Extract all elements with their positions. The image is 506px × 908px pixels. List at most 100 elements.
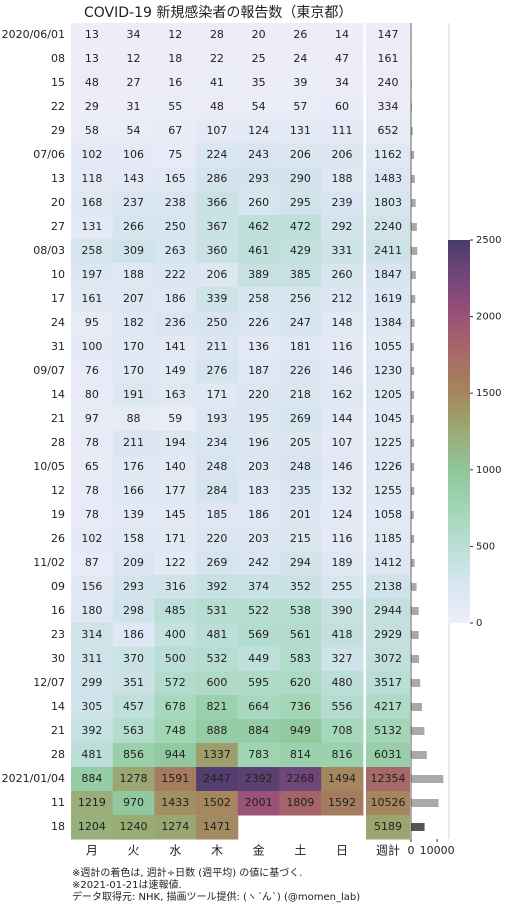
cell-label: 1278 xyxy=(120,772,148,785)
cell-label: 116 xyxy=(332,532,353,545)
heat-cell xyxy=(154,647,197,672)
cell-label: 2392 xyxy=(245,772,273,785)
total-label: 6031 xyxy=(374,748,402,761)
heat-cell xyxy=(279,119,322,144)
cell-label: 195 xyxy=(248,412,269,425)
cell-label: 186 xyxy=(248,508,269,521)
heat-cell xyxy=(279,23,322,48)
cell-label: 1494 xyxy=(328,772,356,785)
heat-cell xyxy=(237,599,280,624)
colorbar xyxy=(448,240,470,623)
cell-label: 171 xyxy=(206,388,227,401)
total-cell xyxy=(366,815,410,840)
row-label: 19 xyxy=(51,508,65,521)
cell-label: 748 xyxy=(165,724,186,737)
cell-label: 260 xyxy=(332,268,353,281)
total-label: 334 xyxy=(378,100,399,113)
heat-cell xyxy=(71,575,114,600)
cell-label: 390 xyxy=(332,604,353,617)
total-label: 4217 xyxy=(374,700,402,713)
total-bar xyxy=(411,535,415,543)
heat-cell xyxy=(321,95,364,120)
heat-cell xyxy=(237,791,280,816)
heat-cell xyxy=(279,359,322,384)
cell-label: 2001 xyxy=(245,796,273,809)
cell-label: 309 xyxy=(123,244,144,257)
colorbar-tick-label: 0 xyxy=(476,618,482,629)
heat-cell xyxy=(279,47,322,72)
heat-cell xyxy=(71,191,114,216)
cell-label: 189 xyxy=(332,556,353,569)
heat-cell xyxy=(196,263,239,288)
total-bar xyxy=(411,271,416,279)
heat-cell xyxy=(154,359,197,384)
total-label: 1803 xyxy=(374,196,402,209)
heat-cell xyxy=(196,743,239,768)
heat-cell xyxy=(237,431,280,456)
heat-cell xyxy=(196,215,239,240)
cell-label: 24 xyxy=(293,52,307,65)
heat-cell xyxy=(321,239,364,264)
chart-title: COVID-19 新規感染者の報告数（東京都） xyxy=(84,4,352,21)
cell-label: 187 xyxy=(248,364,269,377)
cell-label: 203 xyxy=(248,460,269,473)
cell-label: 1204 xyxy=(78,820,106,833)
heat-cell xyxy=(71,383,114,408)
cell-label: 131 xyxy=(290,124,311,137)
cell-label: 180 xyxy=(81,604,102,617)
cell-label: 186 xyxy=(123,628,144,641)
total-cell xyxy=(366,167,410,192)
total-cell xyxy=(366,623,410,648)
total-label: 2411 xyxy=(374,244,402,257)
total-label: 2944 xyxy=(374,604,402,617)
heat-cell xyxy=(279,791,322,816)
heat-cell xyxy=(321,311,364,336)
cell-label: 538 xyxy=(290,604,311,617)
heat-cell xyxy=(154,167,197,192)
cell-label: 13 xyxy=(85,52,99,65)
total-label: 1162 xyxy=(374,148,402,161)
heat-cell xyxy=(279,143,322,168)
total-bar xyxy=(411,727,425,735)
heat-cell xyxy=(71,239,114,264)
heat-cell xyxy=(154,791,197,816)
cell-label: 1809 xyxy=(286,796,314,809)
row-label: 08 xyxy=(51,52,65,65)
heat-cell xyxy=(112,191,155,216)
cell-label: 35 xyxy=(252,76,266,89)
colorbar-tick-label: 500 xyxy=(476,541,495,552)
total-cell xyxy=(366,119,410,144)
cell-label: 1502 xyxy=(203,796,231,809)
cell-label: 258 xyxy=(248,292,269,305)
total-bar xyxy=(411,151,415,159)
total-label: 3517 xyxy=(374,676,402,689)
heat-cell xyxy=(71,743,114,768)
cell-label: 58 xyxy=(85,124,99,137)
total-cell xyxy=(366,359,410,384)
heat-cell xyxy=(237,575,280,600)
total-label: 1483 xyxy=(374,172,402,185)
row-label: 18 xyxy=(51,820,65,833)
total-bar xyxy=(411,463,415,471)
cell-label: 102 xyxy=(81,532,102,545)
cell-label: 141 xyxy=(165,340,186,353)
cell-label: 295 xyxy=(290,196,311,209)
cell-label: 814 xyxy=(290,748,311,761)
row-label: 10/05 xyxy=(33,460,65,473)
column-label: 水 xyxy=(169,844,181,858)
total-bar xyxy=(411,127,413,135)
cell-label: 243 xyxy=(248,148,269,161)
heat-cell xyxy=(237,143,280,168)
total-cell xyxy=(366,287,410,312)
heat-cell xyxy=(279,167,322,192)
cell-label: 351 xyxy=(123,676,144,689)
colorbar-tick-label: 2000 xyxy=(476,312,501,323)
heat-cell xyxy=(196,455,239,480)
cell-label: 100 xyxy=(81,340,102,353)
cell-label: 480 xyxy=(332,676,353,689)
cell-label: 556 xyxy=(332,700,353,713)
cell-label: 201 xyxy=(290,508,311,521)
cell-label: 207 xyxy=(123,292,144,305)
total-bar xyxy=(411,751,427,759)
cell-label: 140 xyxy=(165,460,186,473)
